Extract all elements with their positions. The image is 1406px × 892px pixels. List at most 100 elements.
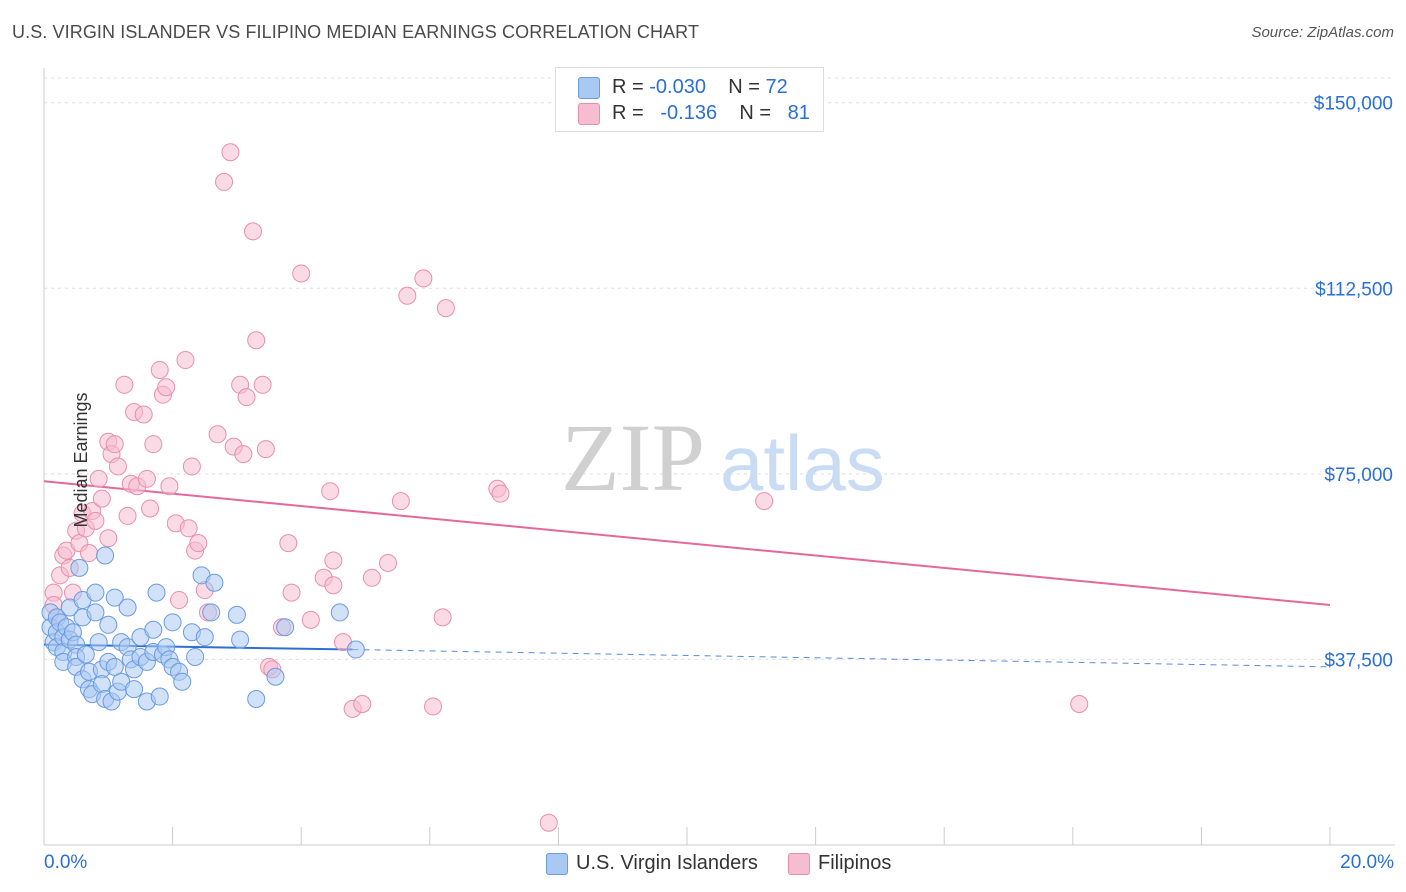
- point-virgin-islanders: [105, 588, 124, 607]
- point-virgin-islanders: [105, 657, 124, 676]
- point-virgin-islanders: [144, 620, 163, 639]
- point-filipinos: [86, 511, 105, 530]
- watermark-zip: ZIP: [561, 404, 705, 511]
- point-filipinos: [157, 378, 176, 397]
- point-filipinos: [539, 813, 558, 832]
- point-filipinos: [160, 477, 179, 496]
- point-filipinos: [115, 375, 134, 394]
- point-virgin-islanders: [150, 687, 169, 706]
- point-virgin-islanders: [147, 583, 166, 602]
- point-filipinos: [391, 492, 410, 511]
- data-points: [41, 143, 1089, 832]
- point-filipinos: [379, 553, 398, 572]
- point-filipinos: [176, 351, 195, 370]
- trend-line-filipinos: [43, 480, 1331, 606]
- point-filipinos: [221, 143, 240, 162]
- point-filipinos: [179, 519, 198, 538]
- legend-n-value: 72: [765, 76, 788, 98]
- point-filipinos: [247, 331, 266, 350]
- point-virgin-islanders: [186, 647, 205, 666]
- point-filipinos: [134, 405, 153, 424]
- legend-swatch-pink: [578, 103, 600, 125]
- point-virgin-islanders: [346, 640, 365, 659]
- point-filipinos: [292, 264, 311, 283]
- legend-n-label: N =: [739, 102, 771, 124]
- trend-line-virgin-islanders-extension: [352, 649, 1331, 668]
- point-filipinos: [189, 534, 208, 553]
- point-filipinos: [433, 608, 452, 627]
- point-filipinos: [1070, 694, 1089, 713]
- point-virgin-islanders: [99, 615, 118, 634]
- legend-swatch-blue: [578, 77, 600, 99]
- y-tick-labels: $37,500 $75,000 $112,500 $150,000: [1314, 94, 1393, 672]
- point-filipinos: [137, 469, 156, 488]
- point-virgin-islanders: [118, 598, 137, 617]
- bottom-legend-label: Filipinos: [818, 852, 892, 874]
- bottom-legend-swatch-pink: [788, 853, 810, 875]
- point-filipinos: [755, 492, 774, 511]
- x-tick-max: 20.0%: [1340, 852, 1394, 873]
- point-filipinos: [282, 583, 301, 602]
- point-filipinos: [243, 222, 262, 241]
- point-filipinos: [253, 375, 272, 394]
- point-filipinos: [215, 172, 234, 191]
- point-virgin-islanders: [227, 605, 246, 624]
- point-filipinos: [424, 697, 443, 716]
- point-filipinos: [105, 435, 124, 454]
- point-filipinos: [321, 482, 340, 501]
- gridlines: [44, 77, 1395, 660]
- point-filipinos: [362, 568, 381, 587]
- point-filipinos: [92, 489, 111, 508]
- bottom-legend-swatch-blue: [546, 853, 568, 875]
- y-tick-label: $150,000: [1314, 94, 1393, 115]
- point-virgin-islanders: [163, 613, 182, 632]
- point-filipinos: [208, 425, 227, 444]
- point-virgin-islanders: [205, 573, 224, 592]
- point-filipinos: [491, 484, 510, 503]
- point-virgin-islanders: [330, 603, 349, 622]
- point-filipinos: [279, 534, 298, 553]
- point-filipinos: [89, 469, 108, 488]
- bottom-legend-label: U.S. Virgin Islanders: [576, 852, 758, 874]
- point-filipinos: [398, 286, 417, 305]
- point-filipinos: [324, 551, 343, 570]
- point-filipinos: [108, 457, 127, 476]
- legend-r-value: -0.136: [660, 102, 718, 124]
- point-virgin-islanders: [266, 667, 285, 686]
- point-filipinos: [234, 445, 253, 464]
- point-filipinos: [301, 610, 320, 629]
- point-filipinos: [99, 529, 118, 548]
- y-axis-label: Median Earnings: [71, 392, 92, 528]
- point-filipinos: [144, 435, 163, 454]
- point-virgin-islanders: [86, 603, 105, 622]
- point-filipinos: [256, 440, 275, 459]
- y-tick-label: $37,500: [1324, 650, 1393, 671]
- point-virgin-islanders: [96, 546, 115, 565]
- point-filipinos: [141, 499, 160, 518]
- source-label: Source: ZipAtlas.com: [1251, 24, 1394, 41]
- watermark-atlas: atlas: [720, 419, 885, 507]
- point-virgin-islanders: [125, 680, 144, 699]
- y-tick-label: $75,000: [1324, 465, 1393, 486]
- point-virgin-islanders: [86, 583, 105, 602]
- legend-r-value: -0.030: [649, 76, 706, 98]
- point-virgin-islanders: [76, 645, 95, 664]
- point-filipinos: [237, 388, 256, 407]
- point-filipinos: [80, 544, 99, 563]
- legend-n-label: N =: [728, 76, 760, 98]
- point-virgin-islanders: [70, 558, 89, 577]
- point-virgin-islanders: [276, 618, 295, 637]
- point-filipinos: [182, 457, 201, 476]
- y-tick-label: $112,500: [1315, 279, 1393, 300]
- point-filipinos: [414, 269, 433, 288]
- x-tick-min: 0.0%: [44, 852, 88, 873]
- point-filipinos: [118, 506, 137, 525]
- point-virgin-islanders: [231, 630, 250, 649]
- point-filipinos: [353, 694, 372, 713]
- point-virgin-islanders: [202, 603, 221, 622]
- point-filipinos: [170, 591, 189, 610]
- legend-r-label: R =: [612, 76, 644, 98]
- legend-r-label: R =: [612, 102, 644, 124]
- point-virgin-islanders: [247, 690, 266, 709]
